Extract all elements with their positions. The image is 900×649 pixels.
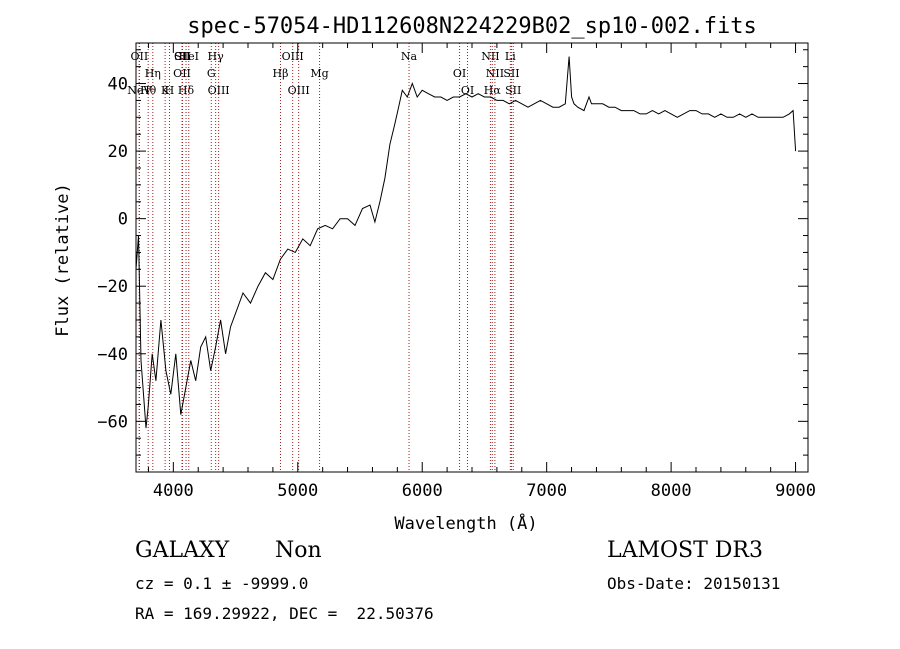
x-tick-label-0: 4000 [153,481,194,501]
y-tick-label-4: 20 [108,142,128,162]
line-label-5: HeI [179,50,199,63]
line-label-10: Hδ [178,84,195,97]
chart-title: spec-57054-HD112608N224229B02_sp10-002.f… [187,14,757,39]
line-label-14: OIII [282,50,304,63]
x-tick-label-3: 7000 [526,481,567,501]
line-label-24: Li [505,50,516,63]
x-axis-label: Wavelength (Å) [394,512,537,534]
line-label-16: OIII [288,84,310,97]
coordinates-line: RA = 169.29922, DEC = 22.50376 [135,604,434,623]
obs-date-line: Obs-Date: 20150131 [607,574,781,593]
line-label-6: Hη [145,67,161,80]
line-label-23: Hα [484,84,502,97]
line-label-20: OI [461,84,474,97]
line-label-17: Mg [310,67,328,80]
line-label-15: Hβ [273,67,289,80]
line-label-22: NII [486,67,504,80]
y-axis-label: Flux (relative) [53,183,73,337]
line-label-19: OI [453,67,466,80]
line-label-13: OIII [208,84,230,97]
x-tick-label-4: 8000 [651,481,692,501]
line-label-11: Hγ [208,50,225,63]
object-class-label: GALAXY [135,538,230,563]
y-tick-label-0: −60 [97,412,128,432]
line-label-0: NeV [127,84,152,97]
line-label-21: NII [481,50,499,63]
survey-label: LAMOST DR3 [607,538,763,563]
spectrum-series-line [135,56,797,429]
emission-line-markers [138,43,514,472]
line-label-7: K [161,84,170,97]
axis-ticks: 4000 5000 6000 7000 8000 9000 −60 −40 −20 0 20 40 [97,43,816,501]
line-label-8: H [165,84,175,97]
x-tick-label-2: 6000 [402,481,443,501]
plot-frame [135,42,809,473]
line-label-9: SII [174,50,190,63]
y-tick-label-5: 40 [108,75,128,95]
y-tick-label-2: −20 [97,277,128,297]
line-label-2: OII [173,67,191,80]
line-label-25: SII [503,67,519,80]
line-label-26: SII [505,84,521,97]
y-tick-label-3: 0 [118,210,128,230]
line-label-18: Na [401,50,418,63]
y-tick-label-1: −40 [97,345,128,365]
x-tick-label-1: 5000 [277,481,318,501]
x-tick-label-5: 9000 [775,481,816,501]
line-label-1: OII [131,50,149,63]
line-label-12: G [207,67,216,80]
line-label-3: CII [174,50,191,63]
object-subclass-label: Non [275,538,322,563]
line-label-4: Hθ [140,84,157,97]
redshift-line: cz = 0.1 ± -9999.0 [135,574,309,593]
